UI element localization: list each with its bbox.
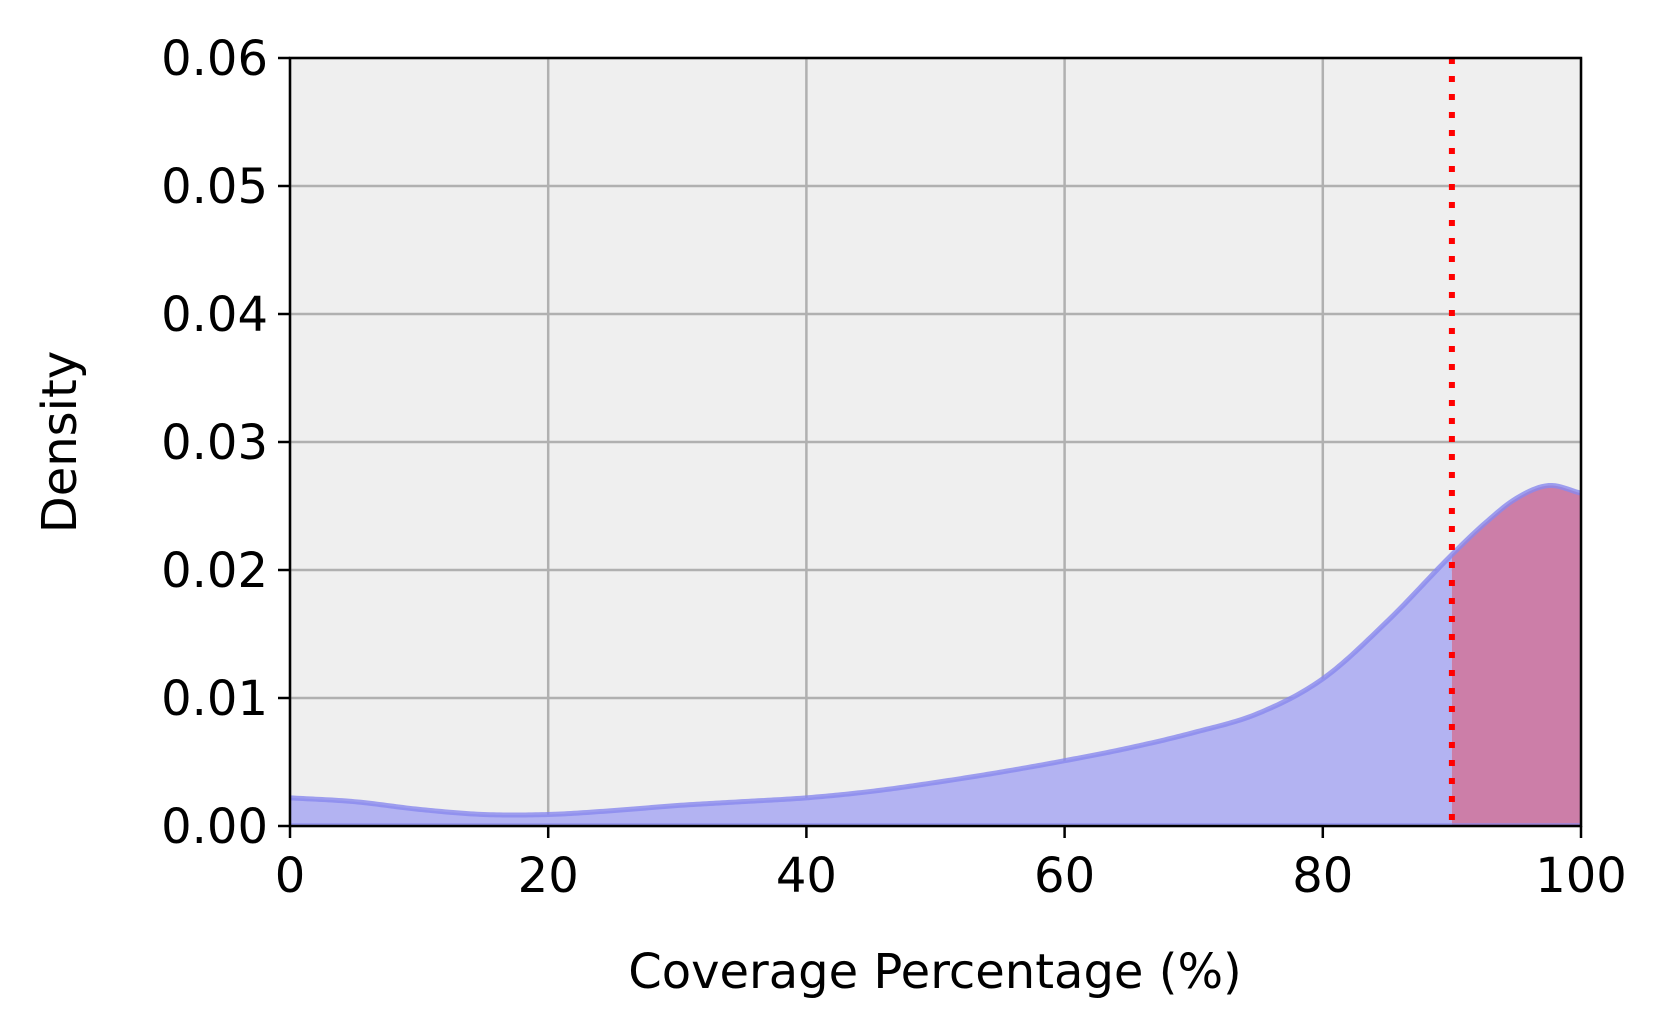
density-area-below-threshold [290, 554, 1452, 826]
density-areas [289, 482, 1582, 826]
x-tick-label-2: 40 [776, 848, 837, 904]
x-axis-ticks: 0 20 40 60 80 100 [275, 826, 1627, 904]
x-axis-label: Coverage Percentage (%) [628, 944, 1242, 1000]
x-tick-label-1: 20 [518, 848, 579, 904]
y-axis-ticks: 0.00 0.01 0.02 0.03 0.04 0.05 0.06 [161, 31, 290, 855]
x-tick-label-0: 0 [275, 848, 306, 904]
density-area-above-threshold [1451, 485, 1581, 826]
y-tick-label-0: 0.00 [161, 799, 268, 855]
x-tick-label-3: 60 [1034, 848, 1095, 904]
x-tick-label-4: 80 [1292, 848, 1353, 904]
y-tick-label-5: 0.05 [161, 159, 268, 215]
y-tick-label-4: 0.04 [161, 287, 268, 343]
y-tick-label-1: 0.01 [161, 671, 268, 727]
density-curve [289, 482, 1582, 818]
y-tick-label-2: 0.02 [161, 543, 268, 599]
y-axis-label: Density [32, 351, 88, 533]
y-tick-label-3: 0.03 [161, 415, 268, 471]
y-tick-label-6: 0.06 [161, 31, 268, 87]
x-tick-label-5: 100 [1535, 848, 1627, 904]
